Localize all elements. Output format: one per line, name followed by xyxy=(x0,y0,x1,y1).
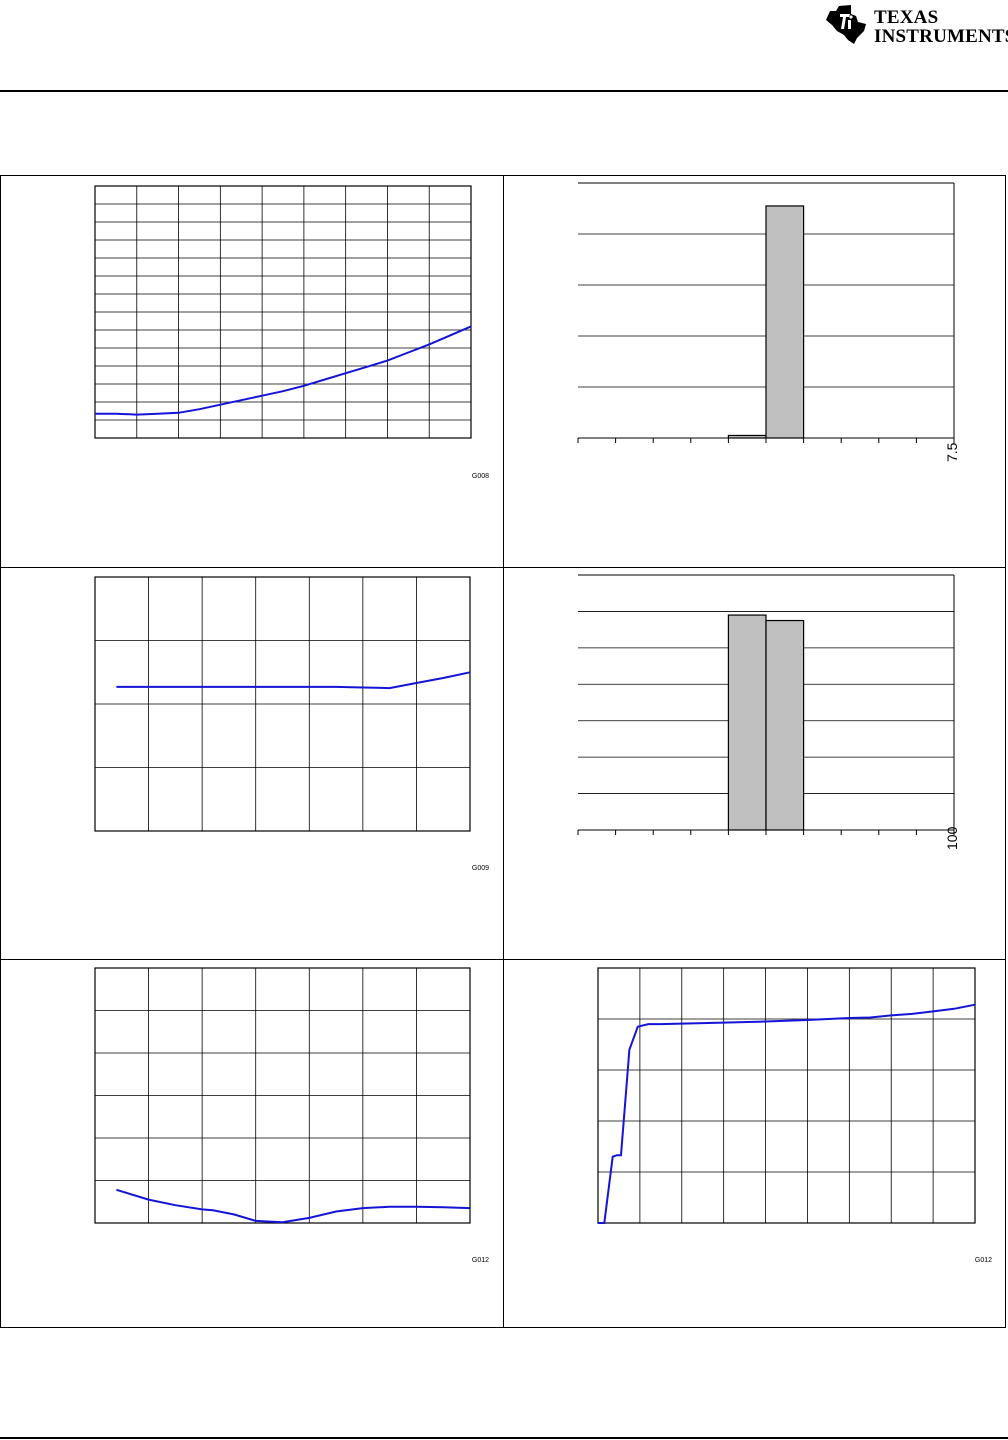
histogram-bar xyxy=(727,434,767,439)
plot-border xyxy=(94,576,471,832)
series-line xyxy=(95,325,472,416)
x-tick-label: 100 xyxy=(944,826,960,850)
chart-top-right: 7.5 xyxy=(577,182,960,462)
chart-middle-left: G009 xyxy=(94,576,489,872)
logo-text-texas: Texas xyxy=(874,7,939,28)
graph-id-label: G009 xyxy=(472,865,489,872)
header-rule xyxy=(0,90,1008,92)
chart-bottom-left: G012 xyxy=(94,967,489,1264)
series-line xyxy=(116,1188,471,1224)
histogram-bar xyxy=(727,614,767,831)
series-line xyxy=(116,671,471,690)
histogram-bar xyxy=(765,619,805,831)
chart-middle-right: 100 xyxy=(577,574,960,850)
logo-text-instruments: Instruments xyxy=(874,26,1008,47)
chart-top-left: G008 xyxy=(94,185,489,480)
graph-id-label: G012 xyxy=(975,1257,992,1264)
plot-border xyxy=(94,185,472,439)
footer-rule xyxy=(0,1437,1008,1439)
x-tick-label: 7.5 xyxy=(944,442,960,462)
figure-grid-row-divider xyxy=(0,567,1006,568)
plot-border xyxy=(597,967,976,1224)
histogram-bar xyxy=(765,205,805,439)
series-line xyxy=(598,1003,976,1224)
chart-bottom-right: G012 xyxy=(597,967,992,1264)
graph-id-label: G008 xyxy=(472,473,489,480)
graph-id-label: G012 xyxy=(472,1257,489,1264)
figure-grid-column-divider xyxy=(503,175,504,1328)
figure-grid-row-divider xyxy=(0,959,1006,960)
ti-state-icon xyxy=(826,5,866,44)
texas-instruments-logo: Texas Instruments xyxy=(822,2,1008,48)
